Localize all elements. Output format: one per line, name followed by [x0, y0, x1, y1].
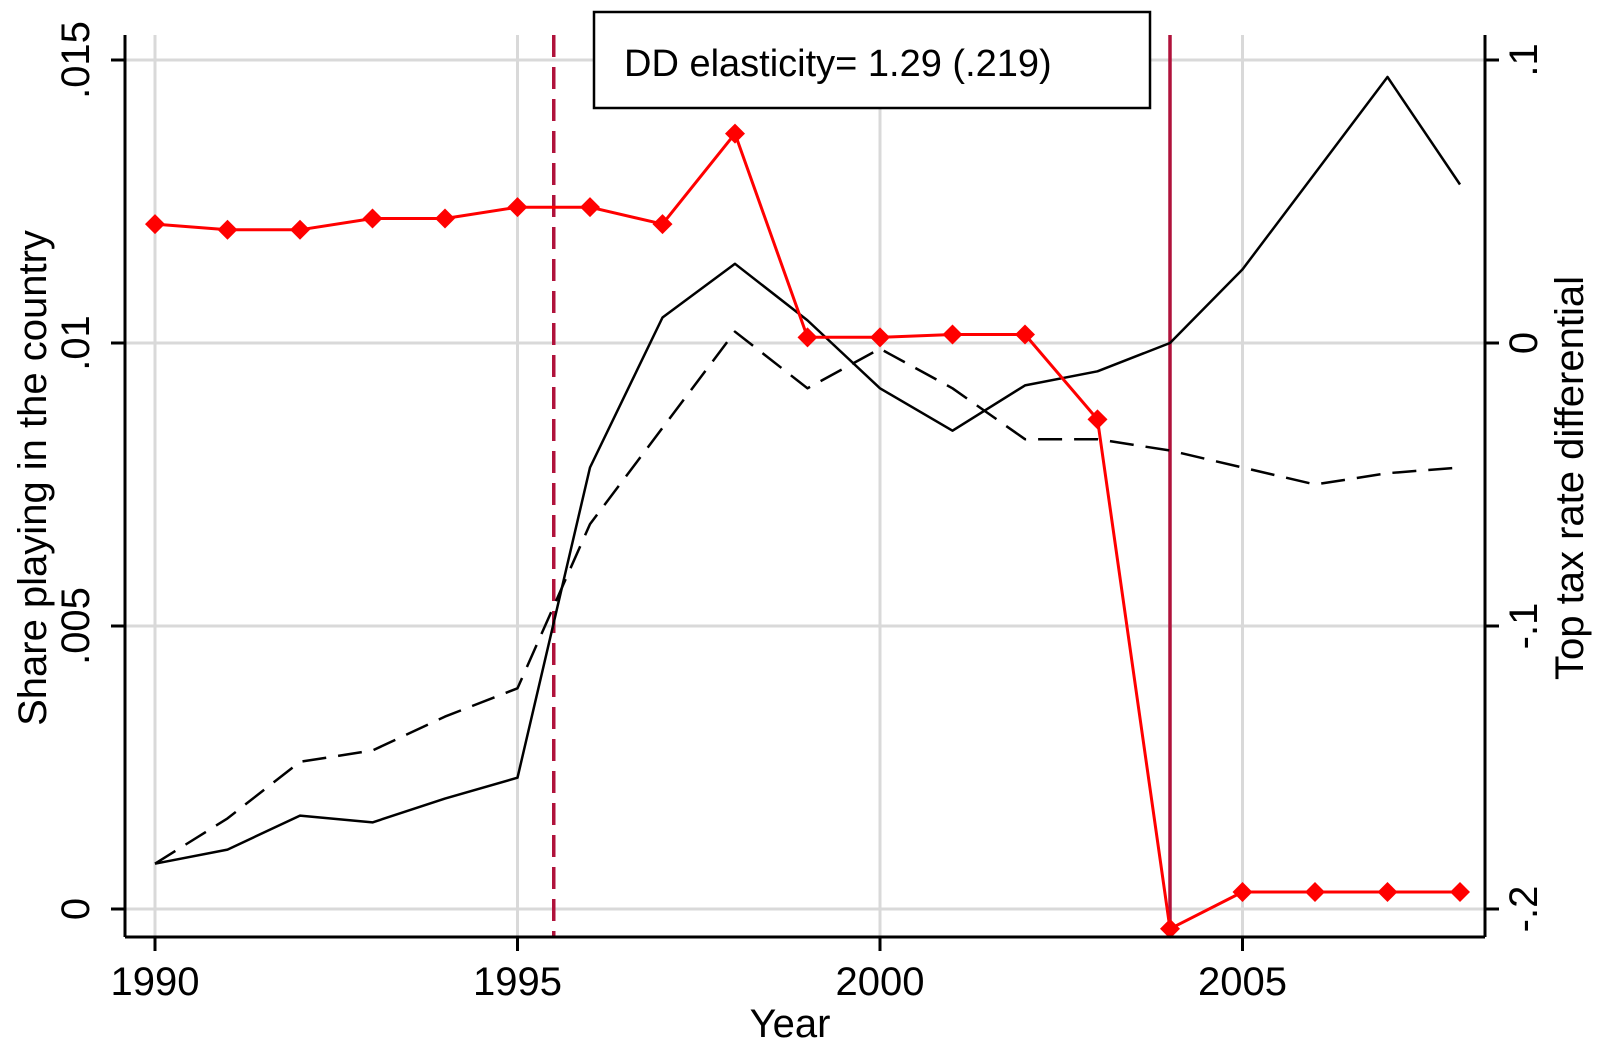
series-tax-differential-point [290, 219, 310, 240]
y-left-tick-label: .01 [54, 315, 98, 371]
x-axis-title: Year [750, 1002, 831, 1045]
series-tax-differential-point [942, 324, 963, 345]
grid-lines [125, 35, 1485, 937]
y-axis-right-title: Top tax rate differential [1548, 276, 1592, 680]
axes [111, 35, 1499, 951]
series-solid-line [154, 75, 1462, 865]
reference-lines [552, 35, 1172, 937]
tick-labels: 1990 1995 2000 2005 0 .005 .01 .015 -.2 -.1 0 .1 [54, 21, 1546, 1004]
annotation-frame [592, 10, 1152, 110]
series-tax-differential-point [217, 219, 238, 240]
annotation-text: DD elasticity= 1.29 (.219) [624, 43, 1052, 85]
series-tax-differential-line [154, 132, 1460, 931]
annotation-box: DD elasticity= 1.29 (.219) [592, 10, 1152, 110]
series-tax-differential-point [725, 123, 745, 144]
y-left-tick-label: 0 [54, 898, 98, 920]
y-axis-left-title: Share playing in the country [11, 230, 55, 726]
series-tax-differential-point [1232, 882, 1253, 903]
series-tax-differential-point [1377, 882, 1398, 903]
series-tax-differential-point [1015, 324, 1035, 345]
series-tax-differential-point [507, 197, 528, 218]
series-tax-differential-point [580, 197, 600, 218]
series-tax-differential-point [1305, 882, 1325, 903]
series-tax-differential-point [362, 208, 383, 229]
y-left-tick-label: .015 [54, 21, 98, 99]
y-right-tick-label: .1 [1502, 43, 1546, 76]
x-tick-label: 1995 [473, 960, 562, 1004]
series-layer [145, 75, 1470, 939]
x-tick-label: 1990 [111, 960, 200, 1004]
series-tax-differential-point [797, 327, 818, 348]
series-tax-differential-point [652, 214, 673, 235]
series-tax-differential-point [870, 327, 890, 348]
series-tax-differential-point [1160, 918, 1180, 939]
series-tax-differential-point [1450, 882, 1470, 903]
series-tax-differential-point [435, 208, 455, 229]
x-tick-label: 2005 [1198, 960, 1287, 1004]
y-right-tick-label: -.1 [1502, 603, 1546, 650]
y-right-tick-label: -.2 [1502, 886, 1546, 933]
y-left-tick-label: .005 [54, 587, 98, 665]
y-right-tick-label: 0 [1502, 332, 1546, 354]
series-tax-differential-point [1087, 409, 1108, 430]
series-tax-differential-point [145, 214, 165, 235]
x-tick-label: 2000 [836, 960, 925, 1004]
series-dashed-line [154, 330, 1461, 865]
